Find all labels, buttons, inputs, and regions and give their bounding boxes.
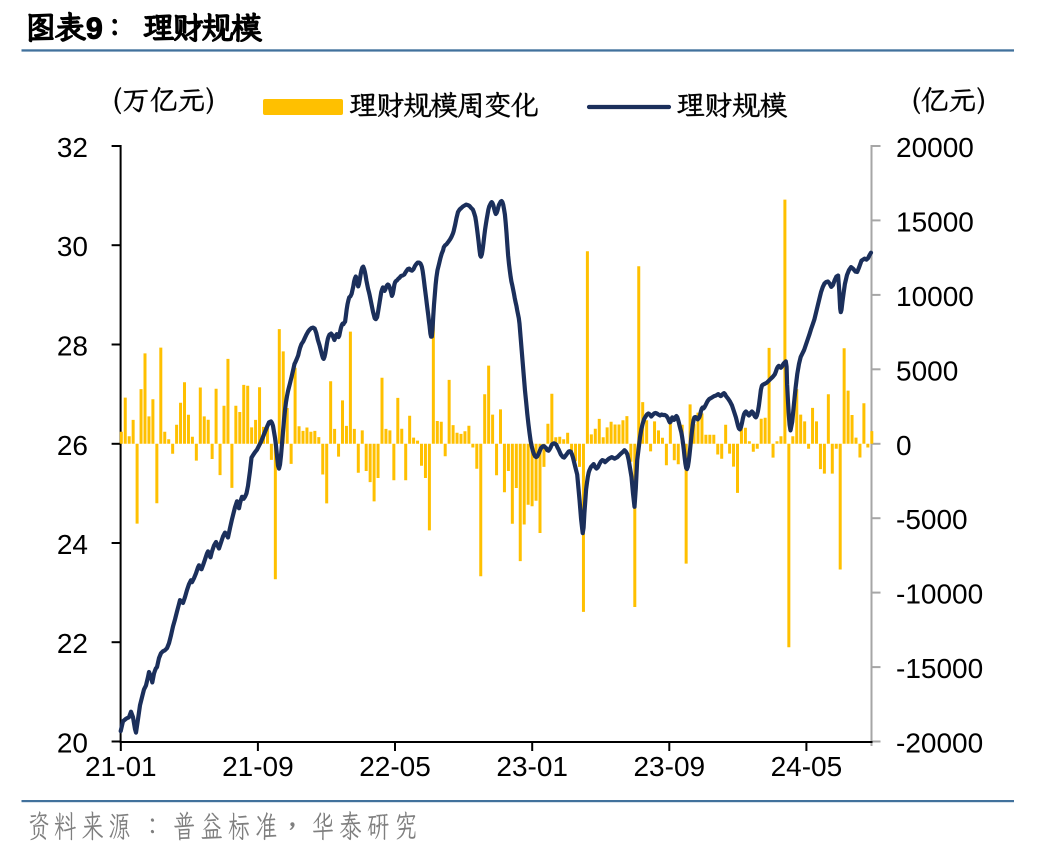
svg-text:10000: 10000: [896, 281, 974, 312]
svg-text:-5000: -5000: [896, 504, 968, 535]
svg-text:-20000: -20000: [896, 728, 983, 759]
svg-text:22: 22: [57, 628, 88, 659]
svg-text:20: 20: [57, 728, 88, 759]
svg-text:22-05: 22-05: [359, 751, 431, 782]
svg-text:23-09: 23-09: [633, 751, 705, 782]
svg-text:0: 0: [896, 430, 912, 461]
svg-text:30: 30: [57, 231, 88, 262]
svg-text:21-01: 21-01: [85, 751, 157, 782]
svg-text:32: 32: [57, 132, 88, 163]
svg-text:24: 24: [57, 529, 88, 560]
svg-text:20000: 20000: [896, 132, 974, 163]
svg-text:24-05: 24-05: [771, 751, 843, 782]
svg-text:15000: 15000: [896, 206, 974, 237]
svg-text:-10000: -10000: [896, 579, 983, 610]
svg-text:21-09: 21-09: [222, 751, 294, 782]
svg-text:28: 28: [57, 331, 88, 362]
svg-text:-15000: -15000: [896, 653, 983, 684]
svg-text:5000: 5000: [896, 355, 958, 386]
svg-text:26: 26: [57, 430, 88, 461]
svg-text:23-01: 23-01: [496, 751, 568, 782]
